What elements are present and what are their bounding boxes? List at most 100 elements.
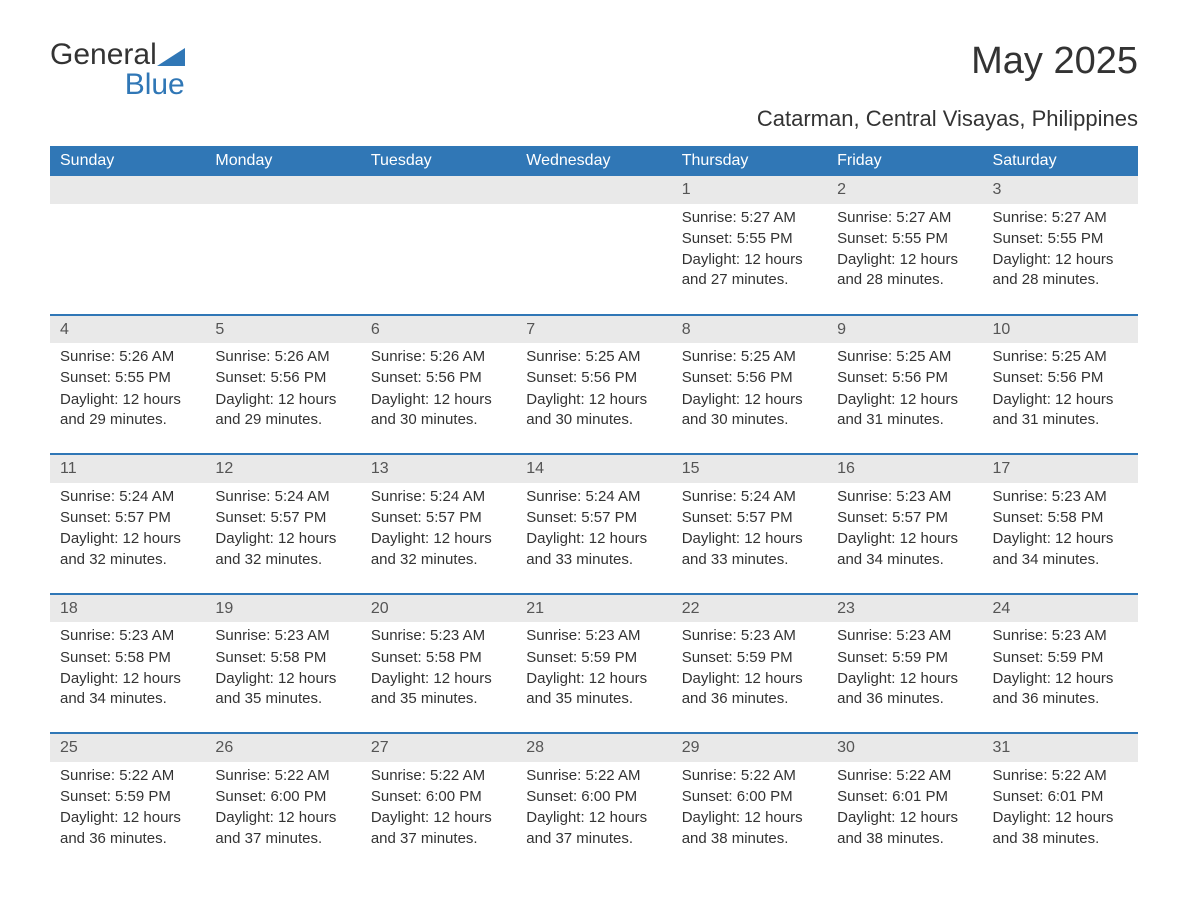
- logo-text-1: General: [50, 38, 157, 71]
- calendar-cell: 4Sunrise: 5:26 AMSunset: 5:55 PMDaylight…: [50, 315, 205, 455]
- day-body: Sunrise: 5:23 AMSunset: 5:58 PMDaylight:…: [50, 622, 205, 709]
- daylight-line: Daylight: 12 hours and 34 minutes.: [837, 529, 972, 570]
- calendar-cell: 21Sunrise: 5:23 AMSunset: 5:59 PMDayligh…: [516, 594, 671, 734]
- day-body: Sunrise: 5:27 AMSunset: 5:55 PMDaylight:…: [983, 204, 1138, 291]
- sunrise-line: Sunrise: 5:23 AM: [837, 487, 972, 507]
- sunrise-line: Sunrise: 5:22 AM: [837, 766, 972, 786]
- calendar-cell: 26Sunrise: 5:22 AMSunset: 6:00 PMDayligh…: [205, 733, 360, 872]
- sunset-line: Sunset: 5:59 PM: [837, 648, 972, 668]
- day-number: 30: [827, 734, 982, 762]
- daylight-line: Daylight: 12 hours and 31 minutes.: [993, 390, 1128, 431]
- calendar-week-row: 1Sunrise: 5:27 AMSunset: 5:55 PMDaylight…: [50, 176, 1138, 315]
- sunset-line: Sunset: 5:56 PM: [682, 368, 817, 388]
- calendar-cell: 29Sunrise: 5:22 AMSunset: 6:00 PMDayligh…: [672, 733, 827, 872]
- sunset-line: Sunset: 5:57 PM: [60, 508, 195, 528]
- sunset-line: Sunset: 5:59 PM: [60, 787, 195, 807]
- calendar-cell: 14Sunrise: 5:24 AMSunset: 5:57 PMDayligh…: [516, 454, 671, 594]
- day-number: 24: [983, 595, 1138, 623]
- sunrise-line: Sunrise: 5:23 AM: [371, 626, 506, 646]
- calendar-cell: 6Sunrise: 5:26 AMSunset: 5:56 PMDaylight…: [361, 315, 516, 455]
- calendar-cell: 23Sunrise: 5:23 AMSunset: 5:59 PMDayligh…: [827, 594, 982, 734]
- day-body: Sunrise: 5:22 AMSunset: 6:01 PMDaylight:…: [827, 762, 982, 849]
- daylight-line: Daylight: 12 hours and 37 minutes.: [526, 808, 661, 849]
- calendar-cell: [361, 176, 516, 315]
- day-body: Sunrise: 5:23 AMSunset: 5:59 PMDaylight:…: [827, 622, 982, 709]
- sunrise-line: Sunrise: 5:24 AM: [526, 487, 661, 507]
- sunset-line: Sunset: 5:58 PM: [60, 648, 195, 668]
- sunset-line: Sunset: 5:58 PM: [993, 508, 1128, 528]
- day-number: 7: [516, 316, 671, 344]
- calendar-cell: 18Sunrise: 5:23 AMSunset: 5:58 PMDayligh…: [50, 594, 205, 734]
- daylight-line: Daylight: 12 hours and 30 minutes.: [526, 390, 661, 431]
- day-body: Sunrise: 5:25 AMSunset: 5:56 PMDaylight:…: [983, 343, 1138, 430]
- day-body: Sunrise: 5:23 AMSunset: 5:58 PMDaylight:…: [983, 483, 1138, 570]
- calendar-cell: 8Sunrise: 5:25 AMSunset: 5:56 PMDaylight…: [672, 315, 827, 455]
- day-number: 4: [50, 316, 205, 344]
- page-subtitle: Catarman, Central Visayas, Philippines: [50, 106, 1138, 132]
- calendar-cell: 20Sunrise: 5:23 AMSunset: 5:58 PMDayligh…: [361, 594, 516, 734]
- calendar-cell: 2Sunrise: 5:27 AMSunset: 5:55 PMDaylight…: [827, 176, 982, 315]
- day-body: Sunrise: 5:22 AMSunset: 6:00 PMDaylight:…: [672, 762, 827, 849]
- sunrise-line: Sunrise: 5:23 AM: [837, 626, 972, 646]
- day-number: 25: [50, 734, 205, 762]
- sunset-line: Sunset: 6:00 PM: [215, 787, 350, 807]
- sunrise-line: Sunrise: 5:26 AM: [371, 347, 506, 367]
- day-body: Sunrise: 5:25 AMSunset: 5:56 PMDaylight:…: [516, 343, 671, 430]
- day-number: 28: [516, 734, 671, 762]
- day-body: Sunrise: 5:23 AMSunset: 5:58 PMDaylight:…: [361, 622, 516, 709]
- day-body: Sunrise: 5:22 AMSunset: 6:01 PMDaylight:…: [983, 762, 1138, 849]
- calendar-cell: 31Sunrise: 5:22 AMSunset: 6:01 PMDayligh…: [983, 733, 1138, 872]
- daylight-line: Daylight: 12 hours and 38 minutes.: [993, 808, 1128, 849]
- day-number: 19: [205, 595, 360, 623]
- day-body: Sunrise: 5:26 AMSunset: 5:56 PMDaylight:…: [205, 343, 360, 430]
- calendar-cell: 15Sunrise: 5:24 AMSunset: 5:57 PMDayligh…: [672, 454, 827, 594]
- day-body: Sunrise: 5:26 AMSunset: 5:56 PMDaylight:…: [361, 343, 516, 430]
- daylight-line: Daylight: 12 hours and 35 minutes.: [215, 669, 350, 710]
- day-body: Sunrise: 5:22 AMSunset: 5:59 PMDaylight:…: [50, 762, 205, 849]
- sunrise-line: Sunrise: 5:26 AM: [60, 347, 195, 367]
- daylight-line: Daylight: 12 hours and 33 minutes.: [526, 529, 661, 570]
- weekday-header: Friday: [827, 146, 982, 176]
- day-number: 10: [983, 316, 1138, 344]
- calendar-cell: 19Sunrise: 5:23 AMSunset: 5:58 PMDayligh…: [205, 594, 360, 734]
- daylight-line: Daylight: 12 hours and 35 minutes.: [526, 669, 661, 710]
- sunset-line: Sunset: 5:56 PM: [837, 368, 972, 388]
- calendar-cell: 30Sunrise: 5:22 AMSunset: 6:01 PMDayligh…: [827, 733, 982, 872]
- weekday-header: Sunday: [50, 146, 205, 176]
- weekday-header: Thursday: [672, 146, 827, 176]
- sunrise-line: Sunrise: 5:22 AM: [682, 766, 817, 786]
- sunrise-line: Sunrise: 5:23 AM: [215, 626, 350, 646]
- calendar-cell: 7Sunrise: 5:25 AMSunset: 5:56 PMDaylight…: [516, 315, 671, 455]
- sunrise-line: Sunrise: 5:25 AM: [837, 347, 972, 367]
- day-number: 6: [361, 316, 516, 344]
- sunrise-line: Sunrise: 5:22 AM: [215, 766, 350, 786]
- day-number: 5: [205, 316, 360, 344]
- calendar-cell: 17Sunrise: 5:23 AMSunset: 5:58 PMDayligh…: [983, 454, 1138, 594]
- calendar-cell: 10Sunrise: 5:25 AMSunset: 5:56 PMDayligh…: [983, 315, 1138, 455]
- daylight-line: Daylight: 12 hours and 29 minutes.: [215, 390, 350, 431]
- sunrise-line: Sunrise: 5:25 AM: [682, 347, 817, 367]
- day-body: Sunrise: 5:23 AMSunset: 5:59 PMDaylight:…: [672, 622, 827, 709]
- sunset-line: Sunset: 5:57 PM: [837, 508, 972, 528]
- day-body: Sunrise: 5:27 AMSunset: 5:55 PMDaylight:…: [672, 204, 827, 291]
- daylight-line: Daylight: 12 hours and 34 minutes.: [60, 669, 195, 710]
- sunrise-line: Sunrise: 5:24 AM: [371, 487, 506, 507]
- sunset-line: Sunset: 5:55 PM: [682, 229, 817, 249]
- sunset-line: Sunset: 5:59 PM: [993, 648, 1128, 668]
- sunrise-line: Sunrise: 5:24 AM: [60, 487, 195, 507]
- calendar-cell: 16Sunrise: 5:23 AMSunset: 5:57 PMDayligh…: [827, 454, 982, 594]
- sunset-line: Sunset: 5:57 PM: [371, 508, 506, 528]
- calendar-cell: [205, 176, 360, 315]
- day-number: 20: [361, 595, 516, 623]
- sunset-line: Sunset: 6:00 PM: [682, 787, 817, 807]
- daylight-line: Daylight: 12 hours and 32 minutes.: [215, 529, 350, 570]
- calendar-cell: 12Sunrise: 5:24 AMSunset: 5:57 PMDayligh…: [205, 454, 360, 594]
- day-number: [361, 176, 516, 204]
- calendar-cell: 3Sunrise: 5:27 AMSunset: 5:55 PMDaylight…: [983, 176, 1138, 315]
- daylight-line: Daylight: 12 hours and 30 minutes.: [682, 390, 817, 431]
- day-number: [205, 176, 360, 204]
- day-body: Sunrise: 5:24 AMSunset: 5:57 PMDaylight:…: [516, 483, 671, 570]
- day-number: 29: [672, 734, 827, 762]
- sunrise-line: Sunrise: 5:23 AM: [993, 626, 1128, 646]
- logo-text-2: Blue: [125, 68, 185, 101]
